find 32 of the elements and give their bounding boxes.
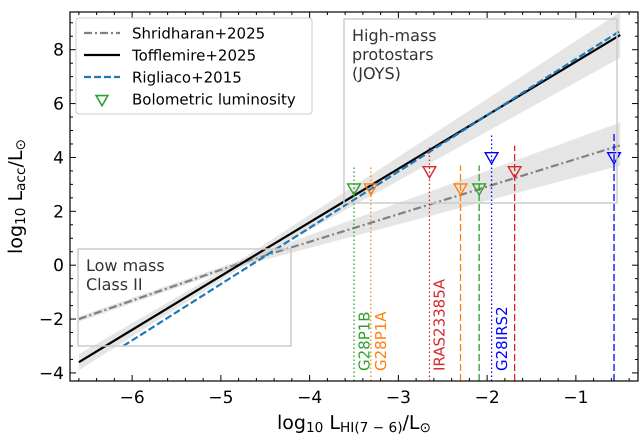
x-axis-title: log$_{10}$ L$_{HI(7 − 6)}$/L$_{⊙}$ <box>277 412 431 436</box>
legend-label: Shridharan+2025 <box>132 24 266 42</box>
text: IRAS23385A <box>430 278 449 371</box>
point <box>453 183 468 196</box>
annotation: Low mass Class II <box>86 256 165 294</box>
x-tick-label: −3 <box>386 388 411 408</box>
annotation: High-mass protostars (JOYS) <box>352 26 437 83</box>
legend-label: Rigliaco+2015 <box>132 68 242 86</box>
legend-label: Tofflemire+2025 <box>131 46 256 64</box>
x-tick-label: −5 <box>208 388 234 408</box>
text: G28P1A <box>372 310 390 371</box>
x-tick-label: −6 <box>120 388 145 408</box>
text: G28IRS2 <box>492 306 511 371</box>
point <box>422 166 436 178</box>
point <box>484 152 499 164</box>
x-tick-label: −2 <box>474 388 500 408</box>
y-tick-label: −4 <box>38 364 64 384</box>
y-tick-label: 8 <box>53 40 64 61</box>
y-tick-label: 0 <box>53 256 64 276</box>
y-tick-label: 6 <box>53 94 64 115</box>
point <box>508 166 522 178</box>
y-tick-label: 4 <box>53 148 64 168</box>
x-tick-label: −4 <box>297 388 322 408</box>
y-tick-label: −2 <box>38 310 64 330</box>
legend-label: Bolometric luminosity <box>132 90 296 108</box>
point <box>606 152 622 164</box>
point <box>346 183 362 196</box>
point <box>472 183 486 196</box>
point <box>364 183 378 196</box>
text: G28P1B <box>355 311 374 371</box>
y-tick-label: 2 <box>53 202 64 222</box>
x-tick-label: −1 <box>563 388 588 408</box>
